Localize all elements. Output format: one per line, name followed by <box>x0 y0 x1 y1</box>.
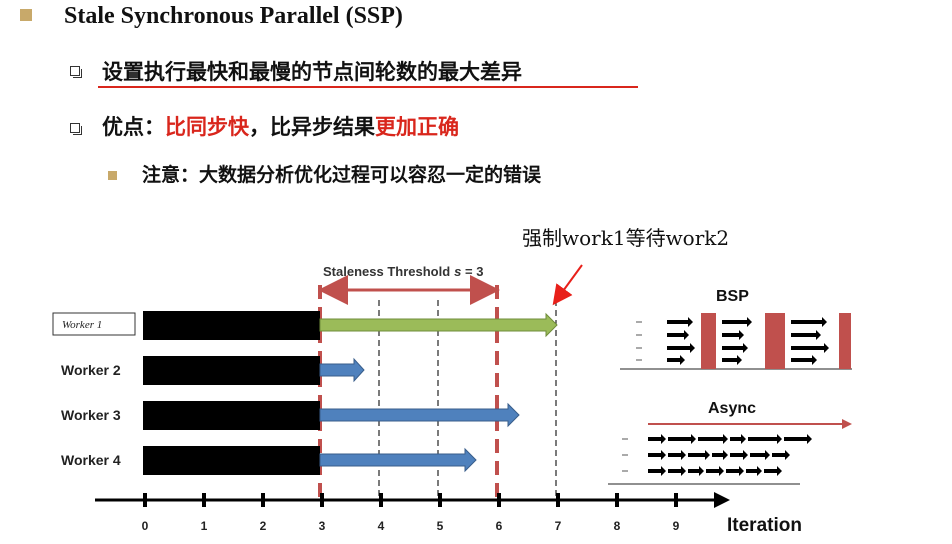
bullet-text-2: 优点：比同步快，比异步结果更加正确 <box>102 111 459 141</box>
async-task-arrow <box>750 450 770 460</box>
axis-tick <box>556 493 560 507</box>
bsp-task-arrow <box>722 355 742 365</box>
axis-tick-label: 6 <box>496 519 503 533</box>
bullet-text-1: 设置执行最快和最慢的节点间轮数的最大差异 <box>102 60 522 84</box>
bullet-marker-2 <box>70 123 82 135</box>
worker-3-progress <box>143 401 320 430</box>
async-task-arrow <box>706 466 724 476</box>
worker-2-label: Worker 2 <box>61 362 121 378</box>
async-timeline-head <box>842 419 852 429</box>
async-task-arrow <box>726 466 744 476</box>
worker-2-arrow <box>319 357 365 383</box>
bsp-task-arrow <box>667 317 693 327</box>
async-task-arrow <box>712 450 728 460</box>
axis-tick <box>261 493 265 507</box>
sub-bullet-marker <box>108 171 117 180</box>
async-task-arrow <box>698 434 728 444</box>
axis-tick <box>438 493 442 507</box>
advantage-faster: 比同步快 <box>165 115 249 139</box>
axis-ticks <box>143 493 678 507</box>
async-task-arrow <box>668 450 686 460</box>
bsp-barrier-1 <box>701 313 716 369</box>
worker-2-progress <box>143 356 320 385</box>
async-task-arrow <box>772 450 790 460</box>
bsp-task-arrow <box>791 330 821 340</box>
worker-1-label: Worker 1 <box>62 319 102 331</box>
title-bullet <box>20 9 32 21</box>
async-task-arrow <box>764 466 782 476</box>
bsp-task-arrow <box>722 330 744 340</box>
async-task-arrow <box>668 434 696 444</box>
bsp-task-arrow <box>791 317 827 327</box>
advantage-prefix: 优点： <box>102 115 165 139</box>
slide-title: Stale Synchronous Parallel (SSP) <box>64 3 403 29</box>
axis-tick-label: 2 <box>260 519 267 533</box>
threshold-label: Staleness Threshold s = 3 <box>323 264 483 279</box>
bsp-arrows <box>636 317 829 365</box>
async-task-arrow <box>668 466 686 476</box>
axis-tick-label: 4 <box>378 519 385 533</box>
iteration-axis-arrowhead <box>714 492 730 508</box>
bsp-task-arrow <box>722 343 748 353</box>
axis-tick <box>497 493 501 507</box>
async-task-arrow <box>784 434 812 444</box>
axis-tick <box>143 493 147 507</box>
bsp-task-arrow <box>667 355 685 365</box>
axis-tick-label: 5 <box>437 519 444 533</box>
axis-tick <box>379 493 383 507</box>
bsp-task-arrow <box>791 355 817 365</box>
bsp-barrier-3 <box>839 313 851 369</box>
async-task-arrow <box>746 466 762 476</box>
async-task-arrow <box>730 450 748 460</box>
worker-3-arrow <box>319 402 520 428</box>
bsp-label: BSP <box>716 288 749 305</box>
worker-1-label-box <box>52 312 136 336</box>
advantage-mid: ，比异步结果 <box>249 115 375 139</box>
axis-tick-label: 0 <box>142 519 149 533</box>
iteration-axis-label: Iteration <box>727 515 802 536</box>
worker-1-arrow <box>319 312 558 338</box>
bsp-task-arrow <box>722 317 752 327</box>
annotation-pointer <box>552 264 583 306</box>
worker-3-label: Worker 3 <box>61 407 121 423</box>
bsp-task-arrow <box>667 343 695 353</box>
bsp-barrier-2 <box>765 313 785 369</box>
axis-tick <box>615 493 619 507</box>
async-task-arrow <box>688 466 704 476</box>
worker-1-progress <box>143 311 320 340</box>
advantage-correct: 更加正确 <box>375 115 459 139</box>
worker-4-label: Worker 4 <box>61 452 121 468</box>
async-task-arrow <box>648 434 666 444</box>
note-text: 注意：大数据分析优化过程可以容忍一定的错误 <box>142 164 542 186</box>
async-label: Async <box>708 400 756 417</box>
axis-tick-label: 7 <box>555 519 562 533</box>
axis-tick-label: 3 <box>319 519 326 533</box>
bsp-task-arrow <box>791 343 829 353</box>
axis-tick <box>674 493 678 507</box>
async-task-arrow <box>648 450 666 460</box>
axis-tick <box>202 493 206 507</box>
worker-4-progress <box>143 446 320 475</box>
axis-tick-labels: 0 1 2 3 4 5 6 7 8 9 <box>142 519 680 533</box>
async-task-arrow <box>688 450 710 460</box>
axis-tick-label: 8 <box>614 519 621 533</box>
async-arrows <box>622 434 812 476</box>
async-task-arrow <box>748 434 782 444</box>
bullet-marker-1 <box>70 66 82 78</box>
async-task-arrow <box>730 434 746 444</box>
bullet-underline <box>98 86 638 88</box>
wait-annotation: 强制work1等待work2 <box>522 226 730 250</box>
bsp-task-arrow <box>667 330 689 340</box>
axis-tick <box>320 493 324 507</box>
async-task-arrow <box>648 466 666 476</box>
axis-tick-label: 1 <box>201 519 208 533</box>
worker-4-arrow <box>319 447 477 473</box>
axis-tick-label: 9 <box>673 519 680 533</box>
